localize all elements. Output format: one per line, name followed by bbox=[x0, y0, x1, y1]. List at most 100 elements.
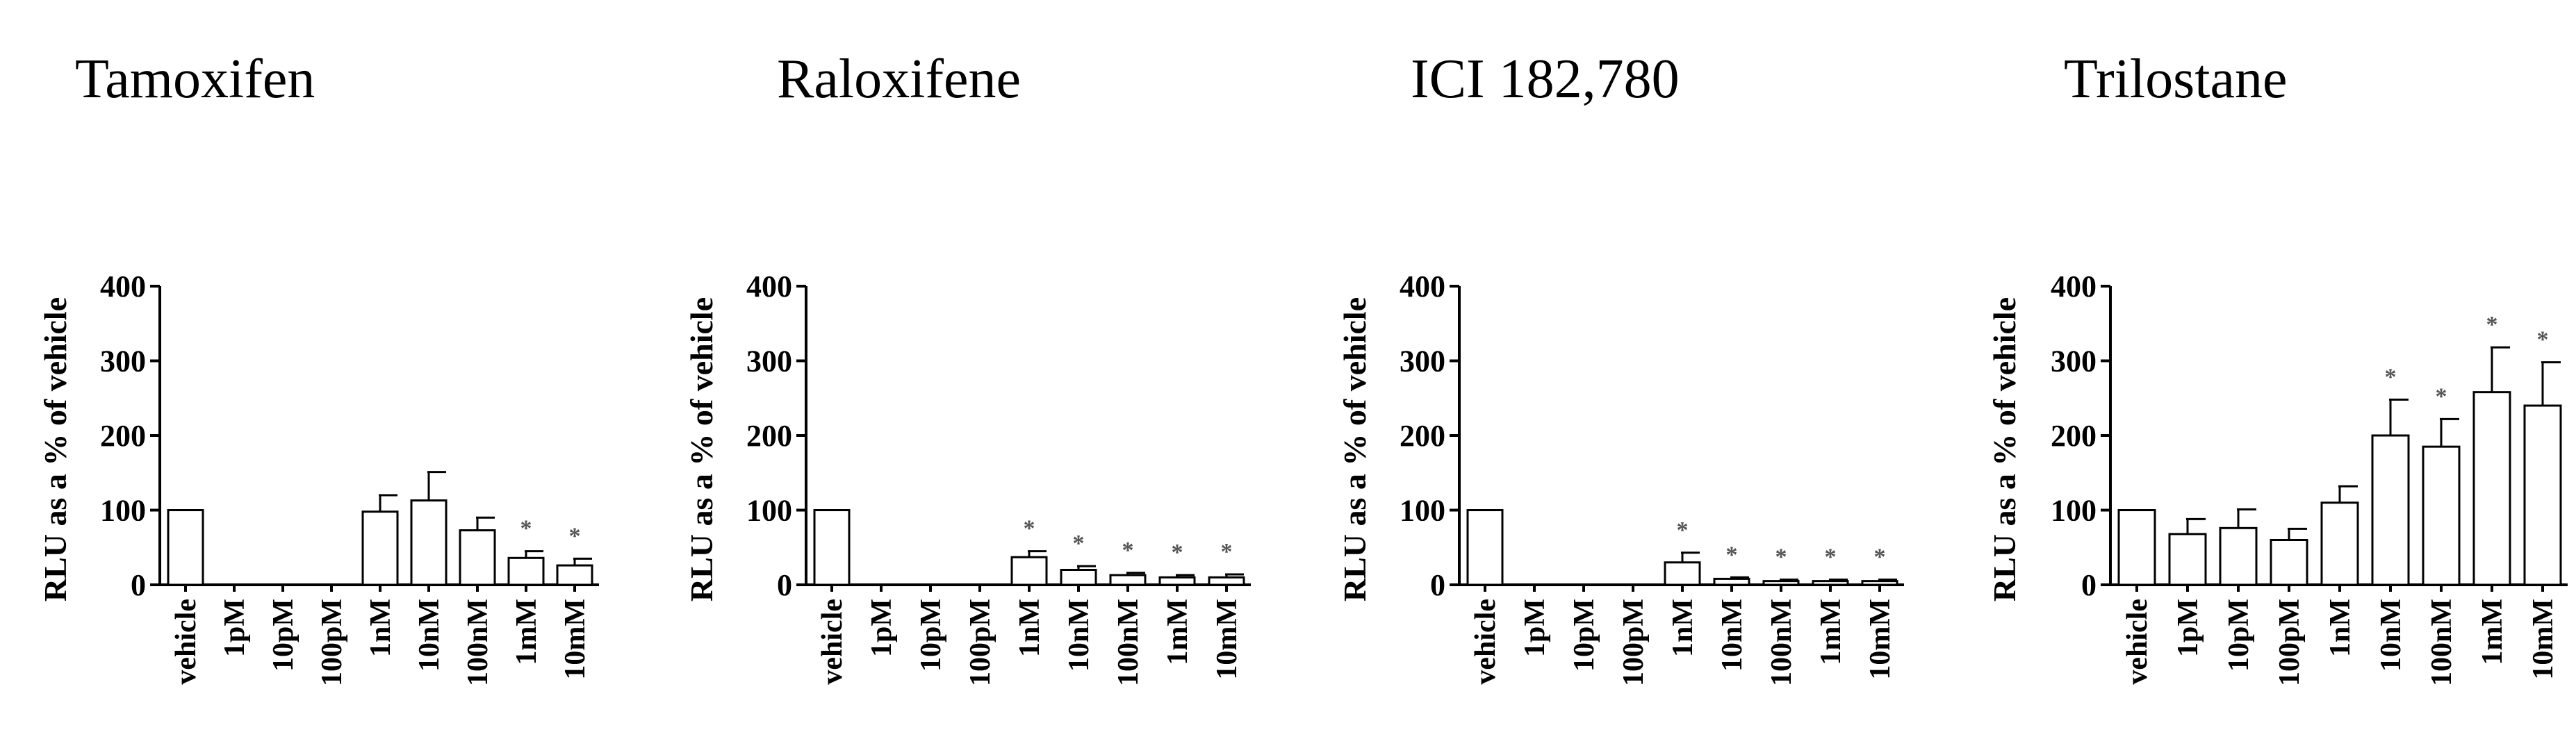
bar bbox=[2270, 539, 2308, 586]
bar bbox=[2371, 434, 2410, 586]
category-label: 100nM bbox=[462, 599, 494, 686]
chart-panel-1: Tamoxifen RLU as a % of vehicle 0 100 200 300… bbox=[38, 49, 599, 686]
y-tick-label: 300 bbox=[1400, 344, 1445, 379]
y-tick-label: 100 bbox=[2051, 494, 2097, 528]
bar bbox=[1109, 574, 1147, 586]
y-tick-label: 300 bbox=[2051, 344, 2097, 379]
chart-panel-3: ICI 182,780 RLU as a % of vehicle 0 100 200 3… bbox=[1337, 49, 1904, 686]
category-label: vehicle bbox=[817, 599, 848, 685]
significance-mark: * bbox=[1221, 539, 1233, 565]
category-label: 1nM bbox=[365, 599, 397, 657]
category-label: 10pM bbox=[915, 599, 947, 672]
y-axis-title: RLU as a % of vehicle bbox=[1987, 297, 2022, 601]
category-label: 10nM bbox=[413, 599, 445, 672]
y-tick-label: 400 bbox=[746, 269, 792, 304]
category-label: 10pM bbox=[2223, 599, 2255, 672]
category-label: 1pM bbox=[2172, 599, 2204, 657]
category-label: vehicle bbox=[2122, 599, 2153, 685]
bar bbox=[2422, 445, 2461, 586]
significance-mark: * bbox=[1825, 544, 1837, 570]
y-tick-label: 300 bbox=[746, 344, 792, 379]
y-tick-label: 300 bbox=[100, 344, 146, 379]
significance-mark: * bbox=[1874, 544, 1886, 570]
category-label: 10mM bbox=[2527, 599, 2559, 680]
category-label: 1mM bbox=[2477, 599, 2509, 665]
category-label: 10nM bbox=[1063, 599, 1095, 672]
significance-mark: * bbox=[1122, 538, 1134, 563]
significance-mark: * bbox=[1172, 540, 1183, 565]
bar bbox=[556, 564, 593, 586]
category-label: 100nM bbox=[1113, 599, 1145, 686]
bar bbox=[410, 499, 448, 586]
y-axis-title: RLU as a % of vehicle bbox=[1337, 297, 1372, 601]
bar bbox=[1466, 509, 1504, 586]
y-tick-label: 0 bbox=[131, 568, 146, 602]
significance-mark: * bbox=[2537, 327, 2549, 353]
bar bbox=[1664, 561, 1701, 586]
chart-title: Tamoxifen bbox=[75, 49, 315, 110]
category-label: 1nM bbox=[1014, 599, 1046, 657]
y-axis-title: RLU as a % of vehicle bbox=[684, 297, 719, 601]
y-tick-label: 0 bbox=[1430, 568, 1445, 602]
significance-mark: * bbox=[2436, 383, 2447, 409]
significance-mark: * bbox=[1677, 517, 1689, 543]
significance-mark: * bbox=[569, 523, 581, 549]
chart-panel-2: Raloxifene RLU as a % of vehicle 0 100 200 30… bbox=[684, 49, 1251, 686]
significance-mark: * bbox=[2385, 364, 2397, 390]
category-label: 1mM bbox=[1162, 599, 1194, 665]
chart-title: ICI 182,780 bbox=[1411, 49, 1680, 110]
significance-mark: * bbox=[2486, 312, 2498, 338]
category-label: 100pM bbox=[2274, 599, 2306, 686]
significance-mark: * bbox=[1775, 544, 1787, 570]
y-tick-label: 200 bbox=[746, 419, 792, 453]
y-tick-label: 400 bbox=[2051, 269, 2097, 304]
category-label: 100nM bbox=[2426, 599, 2458, 686]
y-tick-label: 100 bbox=[100, 494, 146, 528]
y-tick-label: 100 bbox=[1400, 494, 1445, 528]
significance-mark: * bbox=[1073, 531, 1085, 556]
category-label: vehicle bbox=[1470, 599, 1502, 685]
y-tick-label: 400 bbox=[100, 269, 146, 304]
category-label: 10pM bbox=[268, 599, 300, 672]
bar bbox=[459, 529, 496, 586]
category-label: 1pM bbox=[866, 599, 898, 657]
category-label: 10nM bbox=[2375, 599, 2407, 672]
y-axis-title: RLU as a % of vehicle bbox=[38, 297, 73, 601]
bar bbox=[2472, 391, 2511, 586]
bar bbox=[1158, 576, 1196, 586]
category-label: vehicle bbox=[170, 599, 202, 685]
bar bbox=[1762, 580, 1800, 586]
bar bbox=[1208, 576, 1245, 586]
bar bbox=[2117, 509, 2156, 586]
chart-panel-4: Trilostane RLU as a % of vehicle 0 100 200 30… bbox=[1987, 49, 2568, 686]
bar bbox=[2168, 533, 2207, 586]
y-tick-label: 400 bbox=[1400, 269, 1445, 304]
bar bbox=[813, 509, 851, 586]
y-tick-label: 200 bbox=[1400, 419, 1445, 453]
category-label: 10mM bbox=[1211, 599, 1243, 680]
category-label: 10pM bbox=[1568, 599, 1600, 672]
bar bbox=[1060, 569, 1097, 586]
category-label: 100pM bbox=[965, 599, 996, 686]
category-label: 10mM bbox=[559, 599, 591, 680]
category-label: 1nM bbox=[2324, 599, 2356, 657]
category-label: 10mM bbox=[1864, 599, 1896, 680]
significance-mark: * bbox=[1726, 542, 1738, 567]
category-label: 1mM bbox=[511, 599, 543, 665]
category-label: 100pM bbox=[316, 599, 348, 686]
category-label: 1pM bbox=[1519, 599, 1551, 657]
category-label: 1pM bbox=[219, 599, 251, 657]
bar bbox=[2523, 404, 2562, 586]
y-tick-label: 200 bbox=[100, 419, 146, 453]
bar bbox=[1861, 580, 1898, 586]
category-label: 1mM bbox=[1815, 599, 1847, 665]
bar bbox=[507, 556, 545, 586]
y-tick-label: 100 bbox=[746, 494, 792, 528]
bar bbox=[2219, 526, 2258, 586]
bar bbox=[1812, 580, 1849, 586]
y-tick-label: 0 bbox=[777, 568, 792, 602]
bar bbox=[1713, 577, 1750, 586]
bar bbox=[361, 510, 399, 586]
bar bbox=[2320, 501, 2359, 586]
significance-mark: * bbox=[1024, 516, 1035, 542]
